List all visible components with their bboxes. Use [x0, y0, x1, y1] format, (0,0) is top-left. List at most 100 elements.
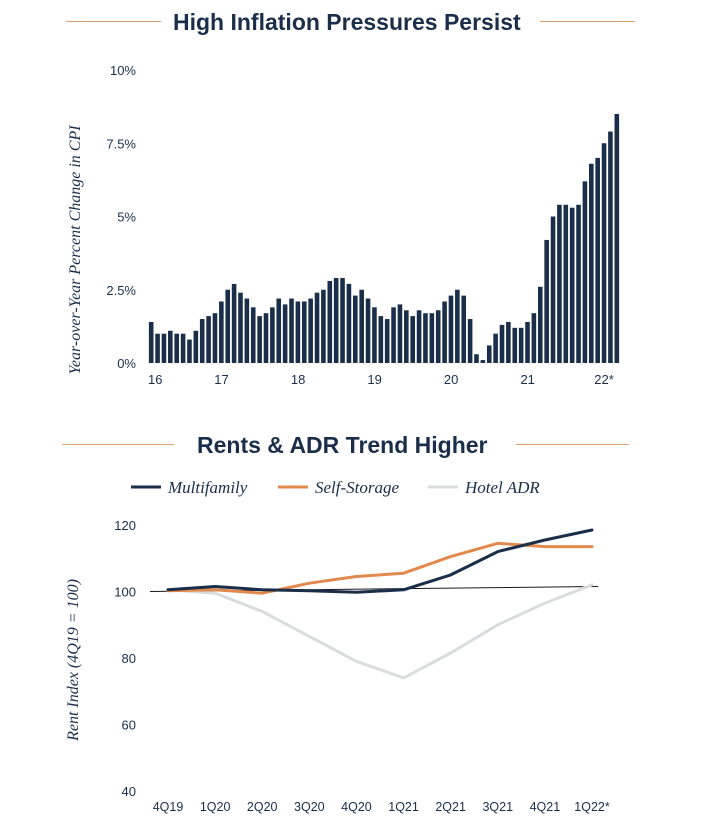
chart1-bar	[372, 307, 377, 363]
chart1-bar	[455, 289, 460, 363]
chart1-xtick-label: 20	[444, 372, 458, 387]
chart2-xtick-label: 3Q20	[294, 800, 325, 814]
chart1-xtick-label: 16	[148, 372, 162, 387]
chart1-title-rule-left	[66, 21, 161, 22]
chart2-ytick-label: 100	[114, 585, 136, 600]
chart1-bar	[512, 327, 518, 363]
chart1-ytick-label: 2.5%	[106, 283, 136, 298]
chart1-bar	[563, 204, 569, 363]
chart1-bar	[225, 289, 231, 363]
chart1-bar	[397, 304, 403, 363]
chart1-bar	[212, 313, 218, 363]
chart1-bar	[537, 286, 543, 363]
chart1-bar	[199, 319, 205, 363]
chart2-ytick-label: 40	[122, 784, 136, 799]
chart1-title-rule-right	[540, 21, 635, 22]
chart1-bar	[576, 204, 581, 363]
chart1-bar	[499, 324, 505, 363]
chart1-bar	[353, 295, 358, 363]
chart1-bar	[180, 333, 186, 363]
chart1-bar	[569, 207, 575, 363]
chart2-line-hotel-adr	[166, 583, 594, 680]
chart1-bar	[340, 278, 345, 363]
chart1-bar	[219, 301, 224, 363]
chart2-title-rule-left	[62, 444, 174, 445]
legend-label-hotel-adr: Hotel ADR	[464, 478, 540, 497]
chart1-bar	[557, 204, 562, 363]
chart2-xtick-label: 2Q21	[435, 800, 466, 814]
chart1-bar	[378, 316, 384, 363]
legend-label-multifamily: Multifamily	[167, 478, 248, 497]
chart1-bar	[544, 239, 549, 363]
chart1-bar	[295, 301, 301, 363]
chart1-bar	[250, 307, 256, 363]
chart1-bar	[608, 131, 613, 363]
chart2-xtick-label: 1Q20	[200, 800, 231, 814]
chart1-bar	[365, 298, 371, 363]
chart1-bar	[193, 330, 199, 363]
chart2-xtick-label: 4Q19	[153, 800, 184, 814]
chart1-xtick-label: 22*	[594, 372, 614, 387]
chart1-bar	[384, 319, 390, 363]
chart1-bar	[327, 280, 333, 363]
chart1-bar	[391, 307, 396, 363]
chart2-xtick-label: 3Q21	[482, 800, 513, 814]
chart1-bar	[506, 321, 511, 363]
chart1-bar	[493, 333, 498, 363]
chart1-bar	[423, 313, 428, 363]
chart1-bar	[333, 278, 339, 363]
chart1-bar	[518, 327, 524, 363]
chart1-bar	[174, 333, 179, 363]
chart1-bar	[308, 298, 313, 363]
chart1-bar	[589, 163, 594, 363]
chart1-bar	[321, 289, 326, 363]
chart1-bar	[314, 292, 320, 363]
chart1-xtick-label: 21	[520, 372, 534, 387]
chart2-title: Rents & ADR Trend Higher	[197, 432, 488, 458]
chart1-xtick-label: 19	[367, 372, 381, 387]
chart2-line-multifamily	[166, 528, 594, 594]
chart2-xtick-label: 2Q20	[247, 800, 278, 814]
cpi-bar-chart: Year-over-Year Percent Change in CPI 0% 2…	[67, 63, 620, 387]
chart1-bar	[416, 310, 422, 363]
rent-index-line-chart: Multifamily Self-Storage Hotel ADR Rent In…	[65, 478, 610, 814]
chart1-bar	[582, 181, 588, 363]
chart1-ytick-label: 7.5%	[106, 136, 136, 151]
chart1-bar	[244, 298, 250, 363]
chart1-bar	[461, 295, 467, 363]
chart1-bar	[435, 310, 441, 363]
chart1-xtick-label: 17	[214, 372, 228, 387]
chart1-bar	[442, 301, 447, 363]
chart1-bar	[161, 333, 167, 363]
chart1-bar	[301, 301, 307, 363]
chart2-ytick-label: 60	[122, 718, 136, 733]
chart1-ylabel: Year-over-Year Percent Change in CPI	[67, 125, 84, 375]
chart1-bar	[263, 313, 269, 363]
chart2-ytick-label: 80	[122, 651, 136, 666]
chart1-bar	[410, 316, 415, 363]
chart2-xtick-label: 1Q22*	[574, 800, 610, 814]
chart1-bar	[257, 316, 262, 363]
chart2-xtick-label: 1Q21	[388, 800, 419, 814]
chart1-bar	[601, 143, 607, 363]
chart1-ytick-label: 5%	[117, 210, 136, 225]
chart1-title: High Inflation Pressures Persist	[173, 9, 521, 35]
chart2-xtick-label: 4Q20	[341, 800, 372, 814]
chart1-xtick-label: 18	[291, 372, 305, 387]
chart1-bar	[429, 313, 435, 363]
chart2-line-self-storage	[166, 541, 594, 595]
chart1-bar	[206, 316, 211, 363]
chart2-ytick-label: 120	[114, 518, 136, 533]
chart1-bar	[282, 304, 288, 363]
chart1-bar	[595, 157, 600, 363]
chart1-ytick-label: 0%	[117, 356, 136, 371]
chart1-bar	[276, 298, 282, 363]
chart1-bar	[614, 113, 620, 363]
chart1-bar	[486, 345, 492, 363]
chart1-bar	[448, 295, 454, 363]
chart1-bar	[155, 333, 160, 363]
chart1-bar	[480, 360, 486, 363]
chart1-bar	[148, 321, 154, 363]
chart1-bar	[346, 283, 352, 363]
chart1-bar	[359, 289, 364, 363]
